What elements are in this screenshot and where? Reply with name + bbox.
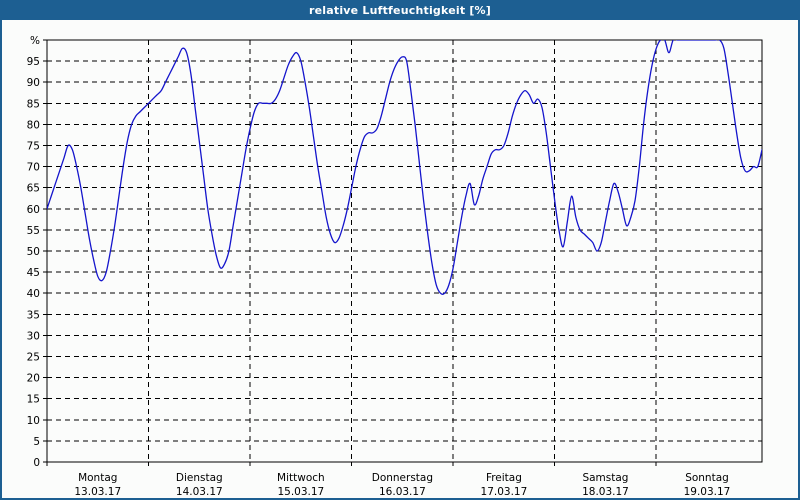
y-axis-tick-label: 60 — [27, 204, 40, 216]
y-axis-tick-label: 0 — [33, 457, 40, 469]
x-axis-day-label: Sonntag — [685, 472, 729, 484]
y-axis-tick-label: 65 — [27, 183, 40, 195]
y-axis-tick-label: 10 — [27, 415, 40, 427]
x-axis-day-label: Dienstag — [176, 472, 223, 484]
y-axis-tick-label: % — [30, 35, 40, 47]
y-axis-tick-label: 55 — [27, 225, 40, 237]
y-axis-tick-label: 30 — [27, 330, 40, 342]
chart-canvas: % 95 90 85 80 75 70 65 60 55 50 45 40 35 30 25 20 15 10 5 0 … — [2, 20, 798, 498]
humidity-line-chart: %95908580757065605550454035302520151050 … — [27, 35, 763, 498]
x-axis-date-label: 17.03.17 — [481, 486, 528, 498]
x-axis-date-label: 19.03.17 — [684, 486, 731, 498]
grid-lines — [43, 39, 762, 463]
x-axis-day-label: Samstag — [582, 472, 628, 484]
day-separator-lines — [46, 40, 657, 466]
x-axis-day-label: Donnerstag — [372, 472, 433, 484]
plot-frame — [46, 39, 763, 463]
plot-border — [46, 39, 763, 463]
y-axis-tick-label: 40 — [27, 288, 40, 300]
window-title-bar: relative Luftfeuchtigkeit [%] — [2, 2, 798, 20]
y-axis-tick-label: 35 — [27, 309, 40, 321]
data-series-line — [47, 40, 762, 295]
x-axis-date-label: 16.03.17 — [379, 486, 426, 498]
x-axis-date-label: 13.03.17 — [74, 486, 121, 498]
humidity-data-line — [47, 40, 762, 295]
y-axis-tick-label: 50 — [27, 246, 40, 258]
page-title: relative Luftfeuchtigkeit [%] — [309, 4, 491, 17]
y-axis-tick-label: 45 — [27, 267, 40, 279]
y-axis-tick-label: 20 — [27, 373, 40, 385]
y-axis-tick-label: 5 — [33, 436, 40, 448]
x-axis-date-label: 14.03.17 — [176, 486, 223, 498]
x-axis-day-label: Mittwoch — [277, 472, 325, 484]
y-axis-tick-label: 75 — [27, 141, 40, 153]
y-axis-tick-label: 90 — [27, 77, 40, 89]
x-axis-date-label: 15.03.17 — [277, 486, 324, 498]
x-axis-tick-labels: Montag 13.03.17 Dienstag 14.03.17 Mittwoch 15… — [74, 472, 730, 498]
y-axis-tick-label: 15 — [27, 394, 40, 406]
y-axis-tick-label: 85 — [27, 98, 40, 110]
x-axis-day-label: Montag — [78, 472, 117, 484]
x-axis-date-label: 18.03.17 — [582, 486, 629, 498]
y-axis-tick-label: 25 — [27, 352, 40, 364]
y-axis-tick-label: 80 — [27, 119, 40, 131]
y-axis-tick-label: 95 — [27, 56, 40, 68]
x-axis-day-label: Freitag — [486, 472, 522, 484]
y-axis-tick-label: 70 — [27, 162, 40, 174]
